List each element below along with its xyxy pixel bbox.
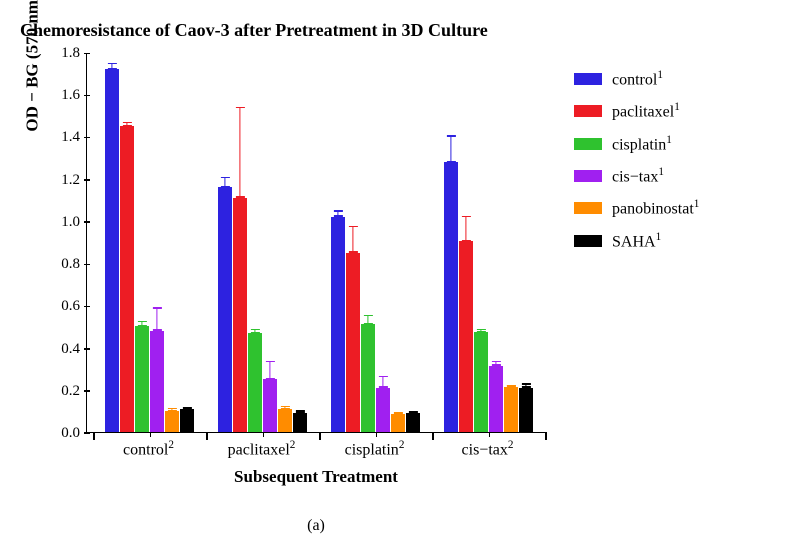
legend-swatch bbox=[574, 170, 602, 182]
bar bbox=[459, 241, 473, 432]
x-axis-title: Subsequent Treatment bbox=[86, 467, 546, 487]
error-bar bbox=[239, 107, 240, 198]
error-bar bbox=[480, 329, 481, 332]
legend-item: control1 bbox=[574, 69, 699, 89]
legend-label: control1 bbox=[612, 69, 663, 89]
legend-swatch bbox=[574, 138, 602, 150]
chart-title: Chemoresistance of Caov-3 after Pretreat… bbox=[20, 20, 780, 41]
legend-swatch bbox=[574, 73, 602, 85]
bar-group bbox=[331, 217, 420, 432]
legend-label: cis−tax1 bbox=[612, 166, 664, 186]
bar-group bbox=[105, 69, 194, 432]
legend-item: SAHA1 bbox=[574, 231, 699, 251]
error-bar bbox=[224, 177, 225, 188]
legend-label: paclitaxel1 bbox=[612, 101, 680, 121]
x-tick-label: control2 bbox=[123, 439, 174, 459]
bar bbox=[406, 413, 420, 432]
bar bbox=[233, 198, 247, 432]
error-bar bbox=[367, 315, 368, 325]
y-axis-label: OD − BG (570 nm) bbox=[23, 0, 43, 132]
x-axis-tick-labels: control2 paclitaxel2 cisplatin2 cis−tax2 bbox=[86, 433, 546, 461]
bar-group bbox=[218, 187, 307, 432]
bar bbox=[165, 411, 179, 432]
chart-container: Chemoresistance of Caov-3 after Pretreat… bbox=[20, 20, 780, 535]
error-bar bbox=[450, 135, 451, 161]
x-tick-label: cisplatin2 bbox=[345, 439, 405, 459]
bar bbox=[263, 379, 277, 432]
error-bar bbox=[111, 63, 112, 69]
error-bar bbox=[269, 361, 270, 379]
error-bar bbox=[156, 307, 157, 330]
bar bbox=[391, 414, 405, 432]
error-bar bbox=[337, 210, 338, 216]
plot-area bbox=[86, 53, 546, 433]
bar bbox=[218, 187, 232, 432]
error-bar bbox=[397, 412, 398, 415]
bar bbox=[444, 162, 458, 432]
error-bar bbox=[352, 226, 353, 252]
bar bbox=[331, 217, 345, 432]
bar bbox=[180, 409, 194, 432]
bar bbox=[120, 126, 134, 432]
x-tick-label: cis−tax2 bbox=[462, 439, 514, 459]
error-bar bbox=[299, 410, 300, 413]
legend-label: SAHA1 bbox=[612, 231, 661, 251]
error-bar bbox=[171, 408, 172, 411]
bar bbox=[293, 413, 307, 432]
error-bar bbox=[510, 385, 511, 387]
bar bbox=[346, 253, 360, 432]
bar bbox=[135, 326, 149, 432]
bar bbox=[248, 333, 262, 432]
y-axis-label-wrap: OD − BG (570 nm) bbox=[20, 53, 46, 73]
bar bbox=[489, 366, 503, 433]
x-tick-label: paclitaxel2 bbox=[228, 439, 296, 459]
bar bbox=[105, 69, 119, 432]
sub-caption: (a) bbox=[86, 517, 546, 535]
error-bar bbox=[495, 361, 496, 365]
error-bar bbox=[525, 383, 526, 387]
error-bar bbox=[382, 376, 383, 388]
legend: control1 paclitaxel1 cisplatin1 cis−tax1 pan… bbox=[574, 69, 699, 251]
error-bar bbox=[284, 406, 285, 409]
error-bar bbox=[412, 411, 413, 413]
bar bbox=[150, 331, 164, 432]
bar bbox=[519, 388, 533, 432]
legend-swatch bbox=[574, 235, 602, 247]
bar-group bbox=[444, 162, 533, 432]
bar bbox=[504, 387, 518, 432]
error-bar bbox=[141, 321, 142, 326]
error-bar bbox=[254, 329, 255, 333]
error-bar bbox=[465, 216, 466, 241]
legend-item: panobinostat1 bbox=[574, 198, 699, 218]
legend-swatch bbox=[574, 202, 602, 214]
legend-item: paclitaxel1 bbox=[574, 101, 699, 121]
legend-label: cisplatin1 bbox=[612, 134, 672, 154]
error-bar bbox=[126, 122, 127, 126]
legend-item: cis−tax1 bbox=[574, 166, 699, 186]
y-axis: 0.00.20.40.60.81.01.21.41.61.8 bbox=[46, 53, 86, 433]
legend-label: panobinostat1 bbox=[612, 198, 699, 218]
bar bbox=[474, 332, 488, 432]
error-bar bbox=[186, 407, 187, 409]
legend-swatch bbox=[574, 105, 602, 117]
bar bbox=[278, 409, 292, 432]
bar bbox=[361, 324, 375, 432]
bar bbox=[376, 388, 390, 432]
legend-item: cisplatin1 bbox=[574, 134, 699, 154]
plot-row: OD − BG (570 nm) 0.00.20.40.60.81.01.21.… bbox=[20, 53, 780, 433]
